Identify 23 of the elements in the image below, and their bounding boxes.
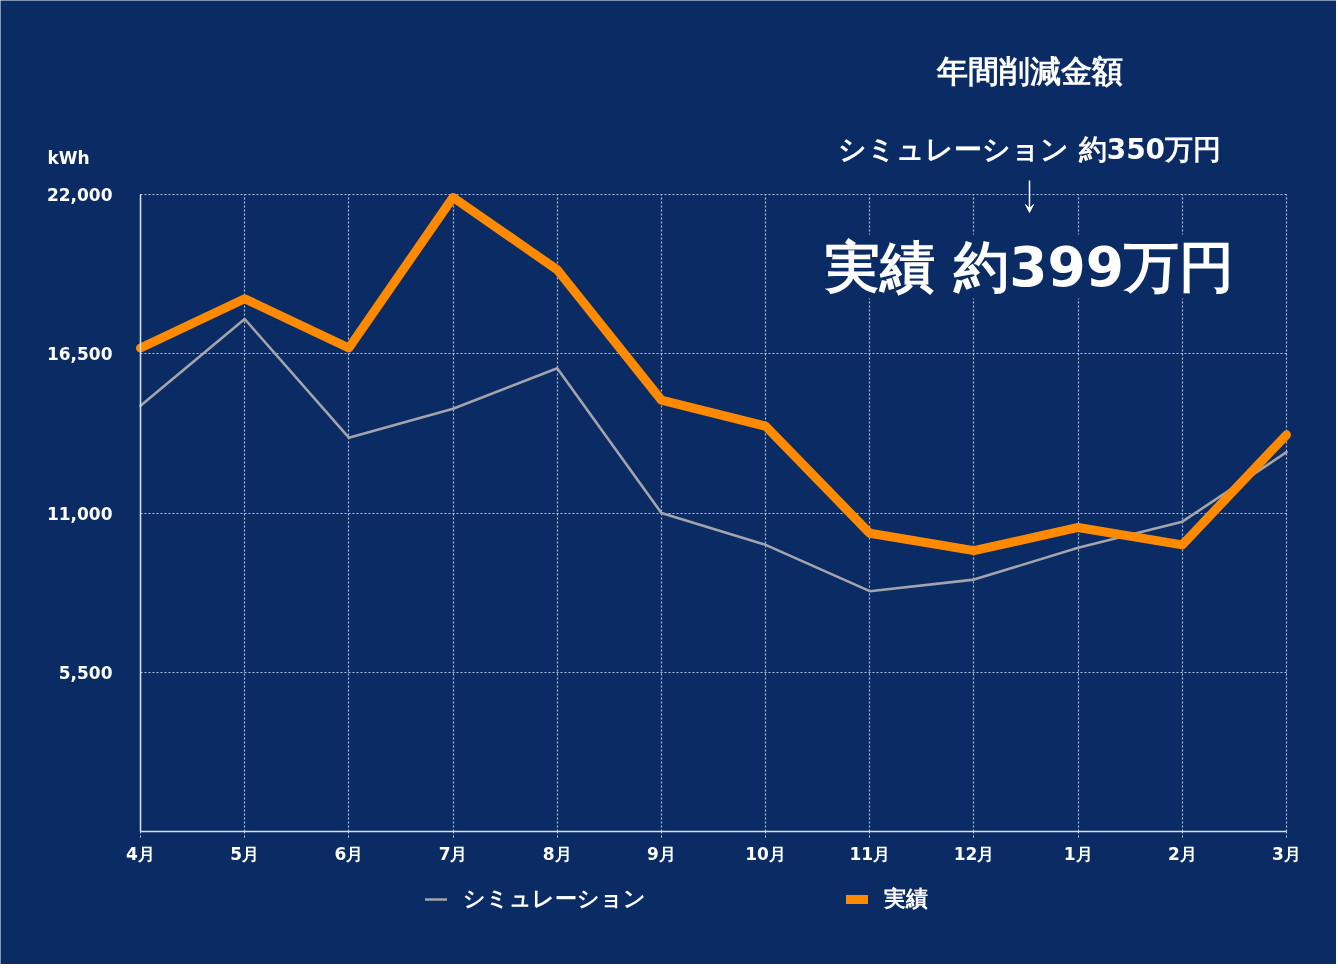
x-tick-label: 2月 bbox=[1167, 843, 1197, 864]
x-tick-label: 12月 bbox=[953, 843, 995, 864]
y-tick-label: 16,500 bbox=[46, 344, 113, 365]
x-tick-label: 7月 bbox=[438, 843, 468, 864]
annotation: 実績 約399万円 bbox=[824, 234, 1234, 299]
y-tick-label: 22,000 bbox=[46, 185, 113, 205]
legend-label: シミュレーション bbox=[463, 885, 646, 913]
x-tick-label: 9月 bbox=[646, 843, 676, 864]
line-series bbox=[139, 317, 1288, 593]
x-tick-label: 1月 bbox=[1063, 843, 1093, 864]
x-tick-label: 8月 bbox=[542, 843, 572, 864]
text: 年間削減金額 bbox=[935, 52, 1123, 89]
x-tick-label: 3月 bbox=[1272, 843, 1301, 864]
x-tick-label: 11月 bbox=[849, 843, 891, 864]
y-axis-title: kWh bbox=[47, 147, 90, 168]
y-tick-label: 11,000 bbox=[46, 503, 113, 524]
x-tick-label: 5月 bbox=[230, 843, 260, 864]
y-tick-label: 5,500 bbox=[58, 662, 113, 683]
x-tick-label: 4月 bbox=[126, 843, 155, 864]
legend-label: 実績 bbox=[884, 885, 928, 913]
x-tick-label: 10月 bbox=[745, 843, 786, 864]
x-tick-label: 6月 bbox=[334, 843, 364, 864]
text: シミュレーション 約350万円 bbox=[837, 133, 1222, 166]
